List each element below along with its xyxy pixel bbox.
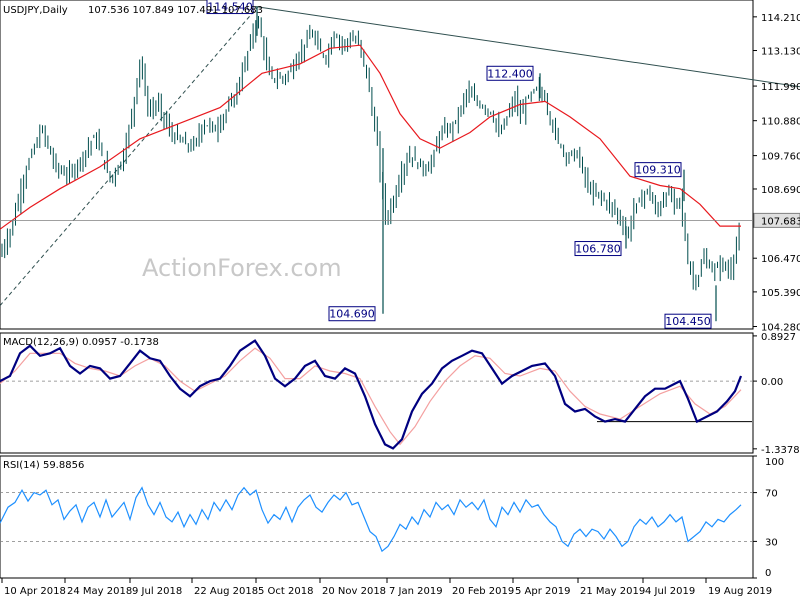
x-tick-label: 4 Jul 2019 [645, 586, 695, 597]
x-tick-label: 19 Aug 2019 [708, 586, 772, 597]
price-pane-frame [0, 0, 754, 330]
price-y-tick-label: 106.470 [761, 254, 800, 265]
price-annotations: 114.540 112.400 109.310 106.780 104.690 104.4… [206, 0, 712, 329]
x-tick-label: 5 Apr 2019 [515, 586, 570, 597]
x-tick-label: 20 Feb 2019 [452, 586, 514, 597]
price-annotation-label: 104.450 [665, 315, 711, 328]
rsi-line [0, 486, 742, 553]
macd-y-tick-label: 0.8927 [761, 332, 796, 343]
price-annotation-label: 112.400 [487, 67, 533, 80]
price-annotation-label: 104.690 [329, 308, 375, 321]
current-price-tag [753, 212, 800, 228]
resistance-trendline [254, 6, 800, 88]
macd-pane-frame [0, 332, 754, 454]
moving-average-path [0, 44, 741, 230]
x-tick-label: 22 Aug 2018 [194, 586, 258, 597]
rsi-y-tick-label: 0 [765, 568, 771, 579]
price-trendlines [0, 6, 800, 306]
macd-y-axis: 0.8927 0.00 -1.3378 [753, 332, 800, 456]
watermark: ActionForex.com [142, 254, 342, 282]
price-annotation-box [634, 162, 682, 178]
macd-title: MACD(12,26,9) 0.0957 -0.1738 [3, 337, 159, 348]
price-y-tick-label: 110.880 [761, 117, 800, 128]
macd-pane: 0.8927 0.00 -1.3378 MACD(12,26,9) 0.0957 -… [0, 332, 800, 456]
x-tick-label: 24 May 2018 [67, 586, 132, 597]
price-annotation-box [328, 306, 376, 322]
x-tick-label: 7 Jan 2019 [389, 586, 443, 597]
rsi-title: RSI(14) 59.8856 [3, 460, 84, 471]
price-y-tick-label: 108.690 [761, 185, 800, 196]
price-pane: ActionForex.com 114.540 112.400 109.310 106… [0, 0, 800, 334]
price-annotation-label: 109.310 [635, 164, 681, 177]
price-annotation-box [574, 241, 622, 257]
x-tick-label: 21 May 2019 [580, 586, 645, 597]
rsi-reference-lines [0, 492, 753, 542]
price-candles [1, 6, 740, 322]
rsi-pane-frame [0, 455, 754, 579]
macd-y-tick-label: -1.3378 [761, 445, 800, 456]
x-axis: 10 Apr 2018 24 May 2018 9 Jul 2018 22 Aug 2… [1, 578, 772, 597]
price-y-axis: 114.210 113.130 111.990 110.880 109.760 108.6… [753, 13, 800, 334]
rsi-y-tick-label: 100 [765, 457, 784, 468]
rsi-y-tick-label: 70 [765, 489, 778, 500]
price-y-tick-label: 114.210 [761, 13, 800, 24]
rsi-pane: 100 70 30 0 RSI(14) 59.8856 [0, 455, 784, 579]
x-tick-label: 20 Nov 2018 [322, 586, 386, 597]
price-y-tick-label: 104.280 [761, 323, 800, 334]
price-annotation-box [206, 0, 254, 15]
symbol-label: USDJPY,Daily [3, 5, 68, 16]
support-trendline [0, 6, 259, 306]
price-annotation-label: 106.780 [575, 243, 621, 256]
x-tick-label: 10 Apr 2018 [4, 586, 66, 597]
x-tick-label: 5 Oct 2018 [258, 586, 313, 597]
rsi-path [0, 486, 742, 553]
price-y-tick-label: 107.683 [761, 216, 800, 227]
price-y-tick-label: 113.130 [761, 47, 800, 58]
price-y-tick-label: 105.390 [761, 288, 800, 299]
macd-lines [0, 339, 743, 450]
price-annotation-box [664, 313, 712, 329]
macd-signal-line [0, 347, 742, 446]
price-y-tick-label: 109.760 [761, 152, 800, 163]
price-annotation-label: 114.540 [207, 1, 253, 14]
price-annotation-box [486, 65, 534, 81]
rsi-y-tick-label: 30 [765, 537, 778, 548]
rsi-y-axis: 100 70 30 0 [753, 455, 784, 579]
ohlc-values: 107.536 107.849 107.491 107.683 [88, 5, 263, 16]
macd-main-line [0, 339, 743, 450]
price-y-tick-label: 111.990 [761, 82, 800, 93]
macd-y-tick-label: 0.00 [761, 377, 783, 388]
x-tick-label: 9 Jul 2018 [132, 586, 182, 597]
moving-average-line [0, 44, 741, 230]
